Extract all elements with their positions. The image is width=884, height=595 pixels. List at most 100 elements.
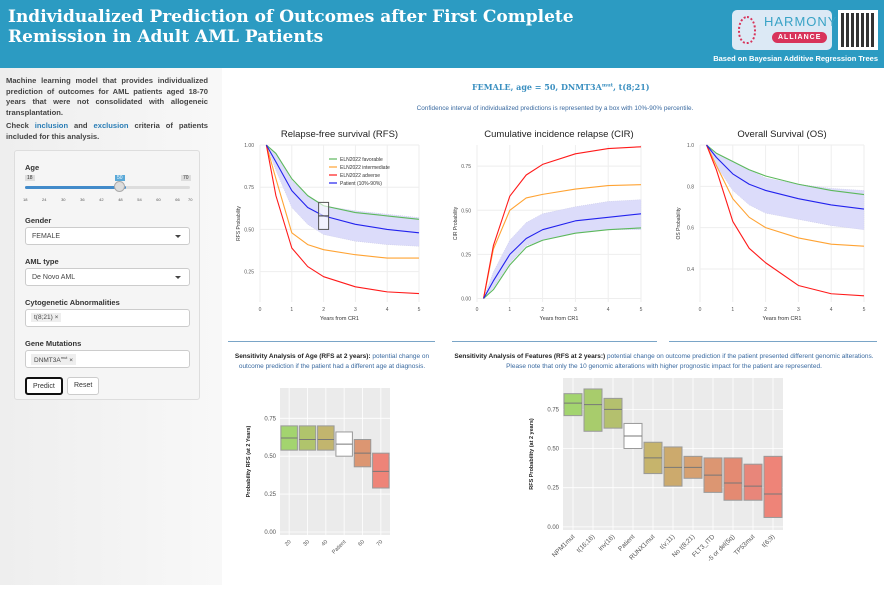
legend-label: ELN2022 favorable [340, 157, 383, 163]
aml-type-label: AML type [25, 257, 59, 266]
rfs-chart: Relapse-free survival (RFS) 0 1 2 3 4 5 0.25 0.5… [236, 129, 421, 322]
cap-bold: Sensitivity Analysis of Age (RFS at 2 ye… [234, 353, 371, 360]
box-2 [603, 397, 623, 429]
x-tick-label: 0 [699, 307, 702, 313]
chart-title: Relapse-free survival (RFS) [281, 129, 398, 140]
drop-icon [738, 16, 756, 44]
confidence-band [483, 199, 642, 299]
x-tick-label: 20 [284, 539, 293, 548]
inclusion-link[interactable]: inclusion [34, 121, 69, 130]
x-tick-label: 1 [731, 307, 734, 313]
series-line-1 [265, 144, 419, 259]
x-tick-label: 2 [541, 307, 544, 313]
ci-note: Confidence interval of individualized pr… [416, 105, 694, 112]
logo-sub: ALLIANCE [772, 32, 828, 43]
slider-tick: 36 [80, 197, 85, 202]
box-8 [723, 457, 743, 501]
y-tick-label: 1.00 [244, 143, 254, 149]
y-axis-label: RFS Probability [236, 206, 242, 241]
slider-tick: 30 [61, 197, 66, 202]
pt-sup: mut [601, 82, 614, 89]
qr-code-icon [838, 10, 878, 50]
cir-chart: Cumulative incidence relapse (CIR) 0 1 2 3 4 5… [453, 129, 643, 322]
y-tick-label: 0.50 [461, 208, 471, 214]
chart-title: Overall Survival (OS) [737, 129, 826, 140]
header-subtitle: Based on Bayesian Additive Regression Tr… [713, 54, 878, 63]
y-tick-label: 0.25 [244, 270, 254, 276]
remove-icon[interactable]: × [69, 357, 74, 365]
series-line-0 [483, 227, 642, 299]
box-10 [763, 455, 783, 518]
chart-title: Cumulative incidence relapse (CIR) [484, 129, 633, 140]
cyto-input[interactable]: t(8;21) × [25, 309, 190, 327]
plot-background [280, 388, 390, 535]
tag-sup: mut [60, 355, 68, 360]
y-tick-label: 1.0 [687, 143, 694, 149]
cap-bold: Sensitivity Analysis of Features (RFS at… [454, 353, 606, 360]
y-tick-label: 0.25 [547, 486, 559, 492]
y-axis-label: RFS Probability (at 2 years) [529, 418, 535, 490]
series-line-3 [706, 144, 865, 210]
exclusion-link[interactable]: exclusion [93, 121, 129, 130]
y-tick-label: 0.00 [461, 296, 471, 302]
cap-text: potential change on outcome prediction i… [238, 353, 430, 370]
x-tick-label: Patient [331, 539, 348, 556]
box-5 [372, 452, 390, 489]
x-tick-label: 0 [476, 307, 479, 313]
x-tick-label: 2 [322, 307, 325, 313]
gene-input[interactable]: DNMT3Amut × [25, 350, 190, 368]
y-axis-label: Probability RFS (at 2 Years) [246, 425, 252, 497]
y-axis-label: CIR Probability [453, 206, 459, 240]
age-label: Age [25, 163, 40, 172]
cyto-label: Cytogenetic Abnormalities [25, 298, 120, 307]
caret-down-icon [175, 235, 181, 238]
y-tick-label: 0.8 [687, 184, 694, 190]
os-chart: Overall Survival (OS) 0 1 2 3 4 5 0.4 0.6 0.8 1.0 Y… [676, 129, 866, 322]
legend-label: Patient (10%-90%) [340, 181, 382, 187]
series-line-1 [706, 144, 865, 247]
aml-type-select[interactable]: De Novo AML [25, 268, 190, 286]
gender-label: Gender [25, 216, 52, 225]
app-header: Individualized Prediction of Outcomes af… [0, 0, 884, 68]
x-tick-label: 4 [830, 307, 833, 313]
x-tick-label: t(16;16) [576, 533, 597, 554]
x-tick-label: NPM1mut [551, 533, 577, 559]
x-axis-label: Years from CR1 [320, 316, 359, 322]
y-tick-label: 0.50 [547, 447, 559, 453]
predict-button[interactable]: Predict [25, 377, 63, 395]
y-tick-label: 0.00 [264, 530, 276, 536]
gender-select[interactable]: FEMALE [25, 227, 190, 245]
x-tick-label: 2 [764, 307, 767, 313]
age-slider-handle[interactable] [114, 181, 125, 192]
box-1 [298, 425, 317, 451]
criteria-paragraph: Check inclusion and exclusion criteria o… [6, 121, 208, 142]
x-tick-label: t(6;9) [761, 533, 777, 549]
series-line-2 [483, 146, 642, 299]
x-tick-label: 5 [418, 307, 421, 313]
intro-paragraph: Machine learning model that provides ind… [6, 76, 208, 117]
y-tick-label: 0.75 [547, 407, 559, 413]
y-tick-label: 0.25 [461, 252, 471, 258]
t: criteria of patients included for this a… [6, 121, 208, 141]
reset-button[interactable]: Reset [67, 377, 100, 395]
y-tick-label: 0.50 [244, 227, 254, 233]
intro-text: Machine learning model that provides ind… [6, 76, 208, 145]
feature-sensitivity-chart: 0.00 0.25 0.50 0.75 RFS Probability (at 2 ye… [529, 378, 783, 563]
x-tick-label: 3 [574, 307, 577, 313]
feature-sensitivity-caption: Sensitivity Analysis of Features (RFS at… [450, 352, 878, 372]
y-tick-label: 0.6 [687, 226, 694, 232]
x-tick-label: 60 [357, 539, 366, 548]
confidence-band [706, 144, 865, 230]
y-tick-label: 0.75 [244, 185, 254, 191]
y-tick-label: 0.50 [264, 454, 276, 460]
y-tick-label: 0.25 [264, 492, 276, 498]
box-2 [317, 425, 335, 451]
series-line-2 [706, 144, 865, 297]
harmony-logo[interactable]: HARMONY ALLIANCE [732, 10, 836, 50]
y-axis-label: OS Probability [676, 207, 682, 239]
age-value: 50 [115, 175, 125, 181]
age-slider[interactable] [25, 186, 190, 189]
remove-icon[interactable]: × [54, 314, 59, 321]
slider-tick: 66 [175, 197, 180, 202]
slider-tick: 48 [118, 197, 123, 202]
